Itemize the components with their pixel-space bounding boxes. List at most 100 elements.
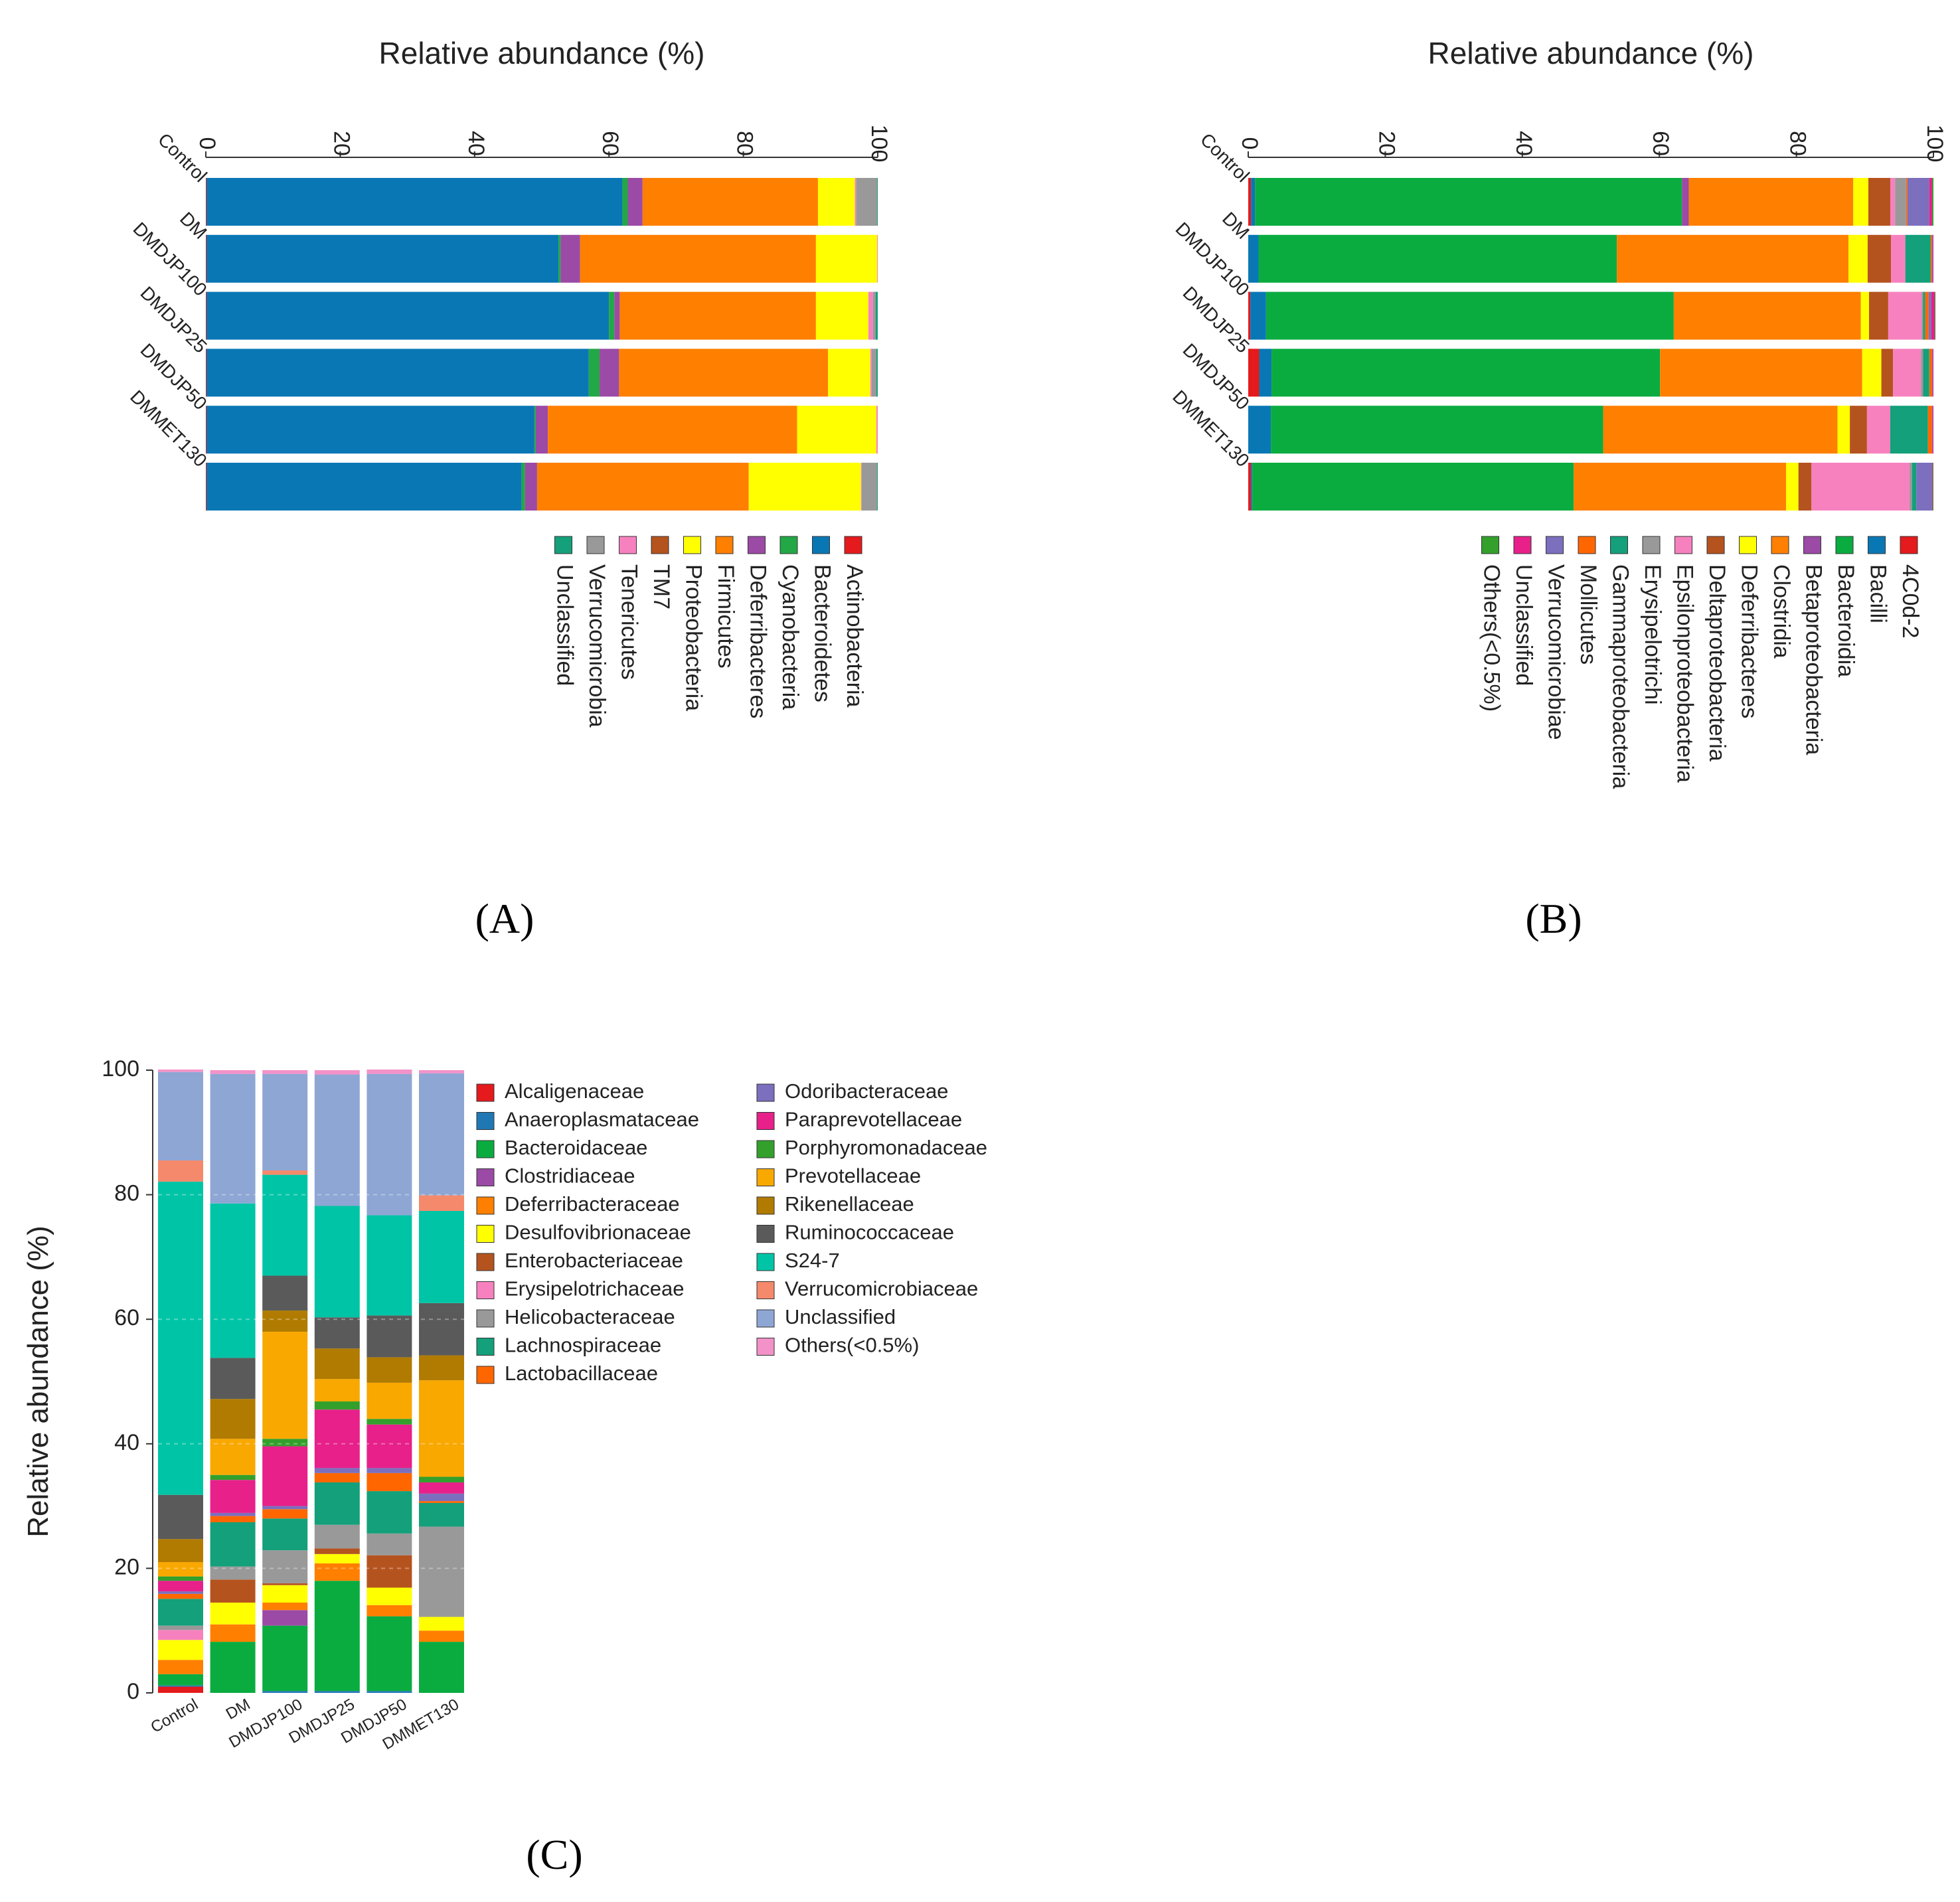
bar-dmdjp25-cyanobacteria (588, 349, 600, 397)
bar-dmdjp50-enterobacteriaceae (367, 1555, 412, 1588)
bar-control-unclassified (1929, 178, 1932, 226)
legend-swatch-clostridiaceae (476, 1168, 495, 1186)
bar-dmdjp100-enterobacteriaceae (262, 1583, 308, 1585)
bar-dmdjp100-odoribacteraceae (262, 1506, 308, 1510)
bar-control-firmicutes (642, 178, 818, 226)
legend-label-odoribacteraceae: Odoribacteraceae (785, 1079, 948, 1103)
legend-swatch-paraprevotellaceae (756, 1112, 775, 1130)
bar-dmdjp50-ruminococcaceae (367, 1315, 412, 1358)
bar-dmdjp100-deferribacteraceae (262, 1602, 308, 1611)
legend-swatch-unclassified (554, 536, 572, 554)
legend-swatch-verrucomicrobia (586, 536, 605, 554)
bar-control-lactobacillaceae (158, 1593, 203, 1599)
bar-control-helicobacteraceae (158, 1625, 203, 1630)
legend-label-cyanobacteria: Cyanobacteria (777, 564, 803, 710)
legend-swatch-bacteroidaceae (476, 1140, 495, 1158)
bar-dm-deferribacteres (1848, 234, 1868, 283)
bar-control-proteobacteria (817, 178, 855, 226)
bar-control-bacteroidaceae (158, 1674, 203, 1686)
legend-label-clostridia: Clostridia (1769, 564, 1794, 659)
legend-label-deferribacteres: Deferribacteres (746, 564, 771, 718)
bar-dmdjp50-tenericutes (876, 406, 878, 454)
bar-dmdjp100-rikenellaceae (262, 1310, 308, 1332)
legend-label-verrucomicrobiaceae: Verrucomicrobiaceae (785, 1277, 978, 1301)
bar-dmdjp50-gammaproteobacteria (1890, 406, 1928, 454)
bar-dmdjp100-lactobacillaceae (262, 1509, 308, 1519)
legend-swatch-helicobacteraceae (476, 1309, 495, 1328)
legend-label-mollicutes: Mollicutes (1576, 564, 1601, 665)
bar-dmdjp100-verrucomicrobia (872, 291, 876, 340)
bar-dmmet130-lactobacillaceae (419, 1501, 464, 1503)
bar-dmmet130-verrucomicrobiaceae (419, 1195, 464, 1211)
bar-dmmet130-unclassified (419, 1073, 464, 1196)
legend-label-erysipelotrichi: Erysipelotrichi (1640, 564, 1665, 705)
bar-control-epsilonproteobacteria (1890, 178, 1896, 226)
legend-label-deltaproteobacteria: Deltaproteobacteria (1704, 564, 1730, 761)
bar-dmdjp50-deferribacteres (535, 406, 548, 454)
legend-label-desulfovibrionaceae: Desulfovibrionaceae (505, 1221, 691, 1244)
legend-swatch-others-0-5 (756, 1338, 775, 1356)
x-tick-label-100: 100 (866, 125, 892, 163)
bar-dmdjp100-bacteroidetes (206, 291, 610, 340)
bar-dmmet130-odoribacteraceae (419, 1493, 464, 1502)
legend-label-lachnospiraceae: Lachnospiraceae (505, 1334, 661, 1357)
bar-control-others-0-5 (1931, 178, 1933, 226)
bar-dm-bacteroidia (1258, 234, 1617, 283)
panel-c-label: (C) (526, 1831, 582, 1878)
y-axis-title: Relative abundance (%) (22, 1226, 54, 1538)
legend-label-rikenellaceae: Rikenellaceae (785, 1192, 914, 1216)
bar-dm-deferribacteres (560, 234, 580, 283)
legend-label-others-0-5: Others(<0.5%) (785, 1334, 919, 1357)
legend-swatch-lactobacillaceae (476, 1366, 495, 1384)
bar-dmdjp50-proteobacteria (797, 406, 876, 454)
bar-dmmet130-clostridia (1574, 463, 1787, 511)
y-tick-label-100: 100 (102, 1056, 139, 1081)
bar-dmdjp100-unclassified (875, 291, 878, 340)
legend-swatch-epsilonproteobacteria (1674, 536, 1692, 554)
y-tick-label-0: 0 (127, 1679, 139, 1704)
legend-swatch-alcaligenaceae (476, 1083, 495, 1102)
bar-dmdjp50-unclassified (367, 1073, 412, 1216)
bar-dmdjp50-porphyromonadaceae (367, 1419, 412, 1425)
legend-label-erysipelotrichaceae: Erysipelotrichaceae (505, 1277, 685, 1301)
bar-dmmet130-lachnospiraceae (419, 1502, 464, 1527)
bar-control-erysipelotrichaceae (158, 1630, 203, 1640)
bar-control-odoribacteraceae (158, 1591, 203, 1594)
bar-dmmet130-bacteroidetes (206, 463, 522, 511)
legend-swatch-gammaproteobacteria (1610, 536, 1628, 554)
bar-control-paraprevotellaceae (158, 1581, 203, 1592)
bar-dmdjp25-bacilli (1259, 349, 1272, 397)
bar-control-deferribacteraceae (158, 1660, 203, 1674)
bar-control-alcaligenaceae (158, 1686, 203, 1693)
legend-label-actinobacteria: Actinobacteria (842, 564, 867, 708)
bar-dmmet130-deltaproteobacteria (1798, 463, 1812, 511)
bar-control-prevotellaceae (158, 1562, 203, 1577)
bar-control-ruminococcaceae (158, 1494, 203, 1540)
bar-dmmet130-cyanobacteria (521, 463, 525, 511)
bar-dmmet130-bacilli (1251, 463, 1253, 511)
axis-title: Relative abundance (%) (379, 36, 705, 70)
bar-dmdjp50-lachnospiraceae (367, 1491, 412, 1534)
y-tick-label-80: 80 (114, 1181, 139, 1206)
category-label-dm: DM (1218, 208, 1254, 243)
bar-dm-clostridia (1617, 234, 1849, 283)
bar-dmmet130-firmicutes (536, 463, 749, 511)
bar-dmmet130-others-0-5 (419, 1070, 464, 1073)
legend-swatch-unclassified (1513, 536, 1532, 554)
bar-dmmet130-deferribacteres (1786, 463, 1799, 511)
bar-dmdjp100-cyanobacteria (609, 291, 615, 340)
bar-control-rikenellaceae (158, 1539, 203, 1563)
bar-dmdjp25-anaeroplasmataceae (314, 1691, 360, 1693)
bar-control-bacteroidia (1255, 178, 1682, 226)
bar-dmmet130-helicobacteraceae (419, 1526, 464, 1617)
legend-swatch-deferribacteres (1739, 536, 1757, 554)
bar-dmdjp100-epsilonproteobacteria (1888, 291, 1922, 340)
bar-control-betaproteobacteria (1682, 178, 1689, 226)
x-tick-label-0: 0 (195, 137, 220, 150)
bar-dmdjp25-tenericutes (870, 349, 872, 397)
bar-dmdjp100-helicobacteraceae (262, 1550, 308, 1583)
legend-swatch-others-0-5 (1481, 536, 1499, 554)
legend-swatch-erysipelotrichi (1642, 536, 1661, 554)
bar-control-bacteroidetes (206, 178, 623, 226)
bar-dm-lachnospiraceae (210, 1522, 256, 1567)
